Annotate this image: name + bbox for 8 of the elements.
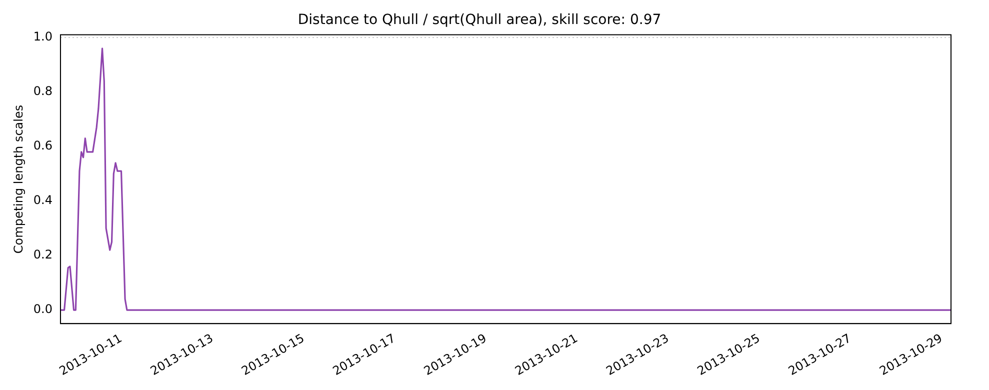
y-axis-title: Competing length scales [11, 104, 26, 254]
y-tick-label: 0.0 [33, 302, 52, 316]
chart-title: Distance to Qhull / sqrt(Qhull area), skill score: 0.97 [298, 12, 662, 28]
y-tick-label: 0.8 [33, 84, 52, 98]
y-tick-label: 1.0 [33, 30, 52, 44]
y-tick-label: 0.6 [33, 138, 52, 153]
y-tick-label: 0.2 [33, 248, 52, 262]
y-tick-label: 0.4 [33, 193, 52, 208]
